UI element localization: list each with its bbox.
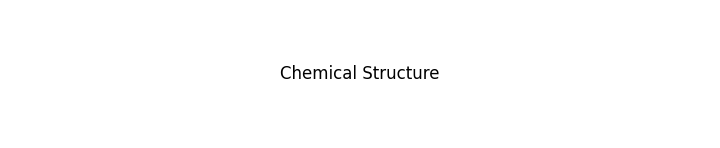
Text: Chemical Structure: Chemical Structure [280,65,440,83]
